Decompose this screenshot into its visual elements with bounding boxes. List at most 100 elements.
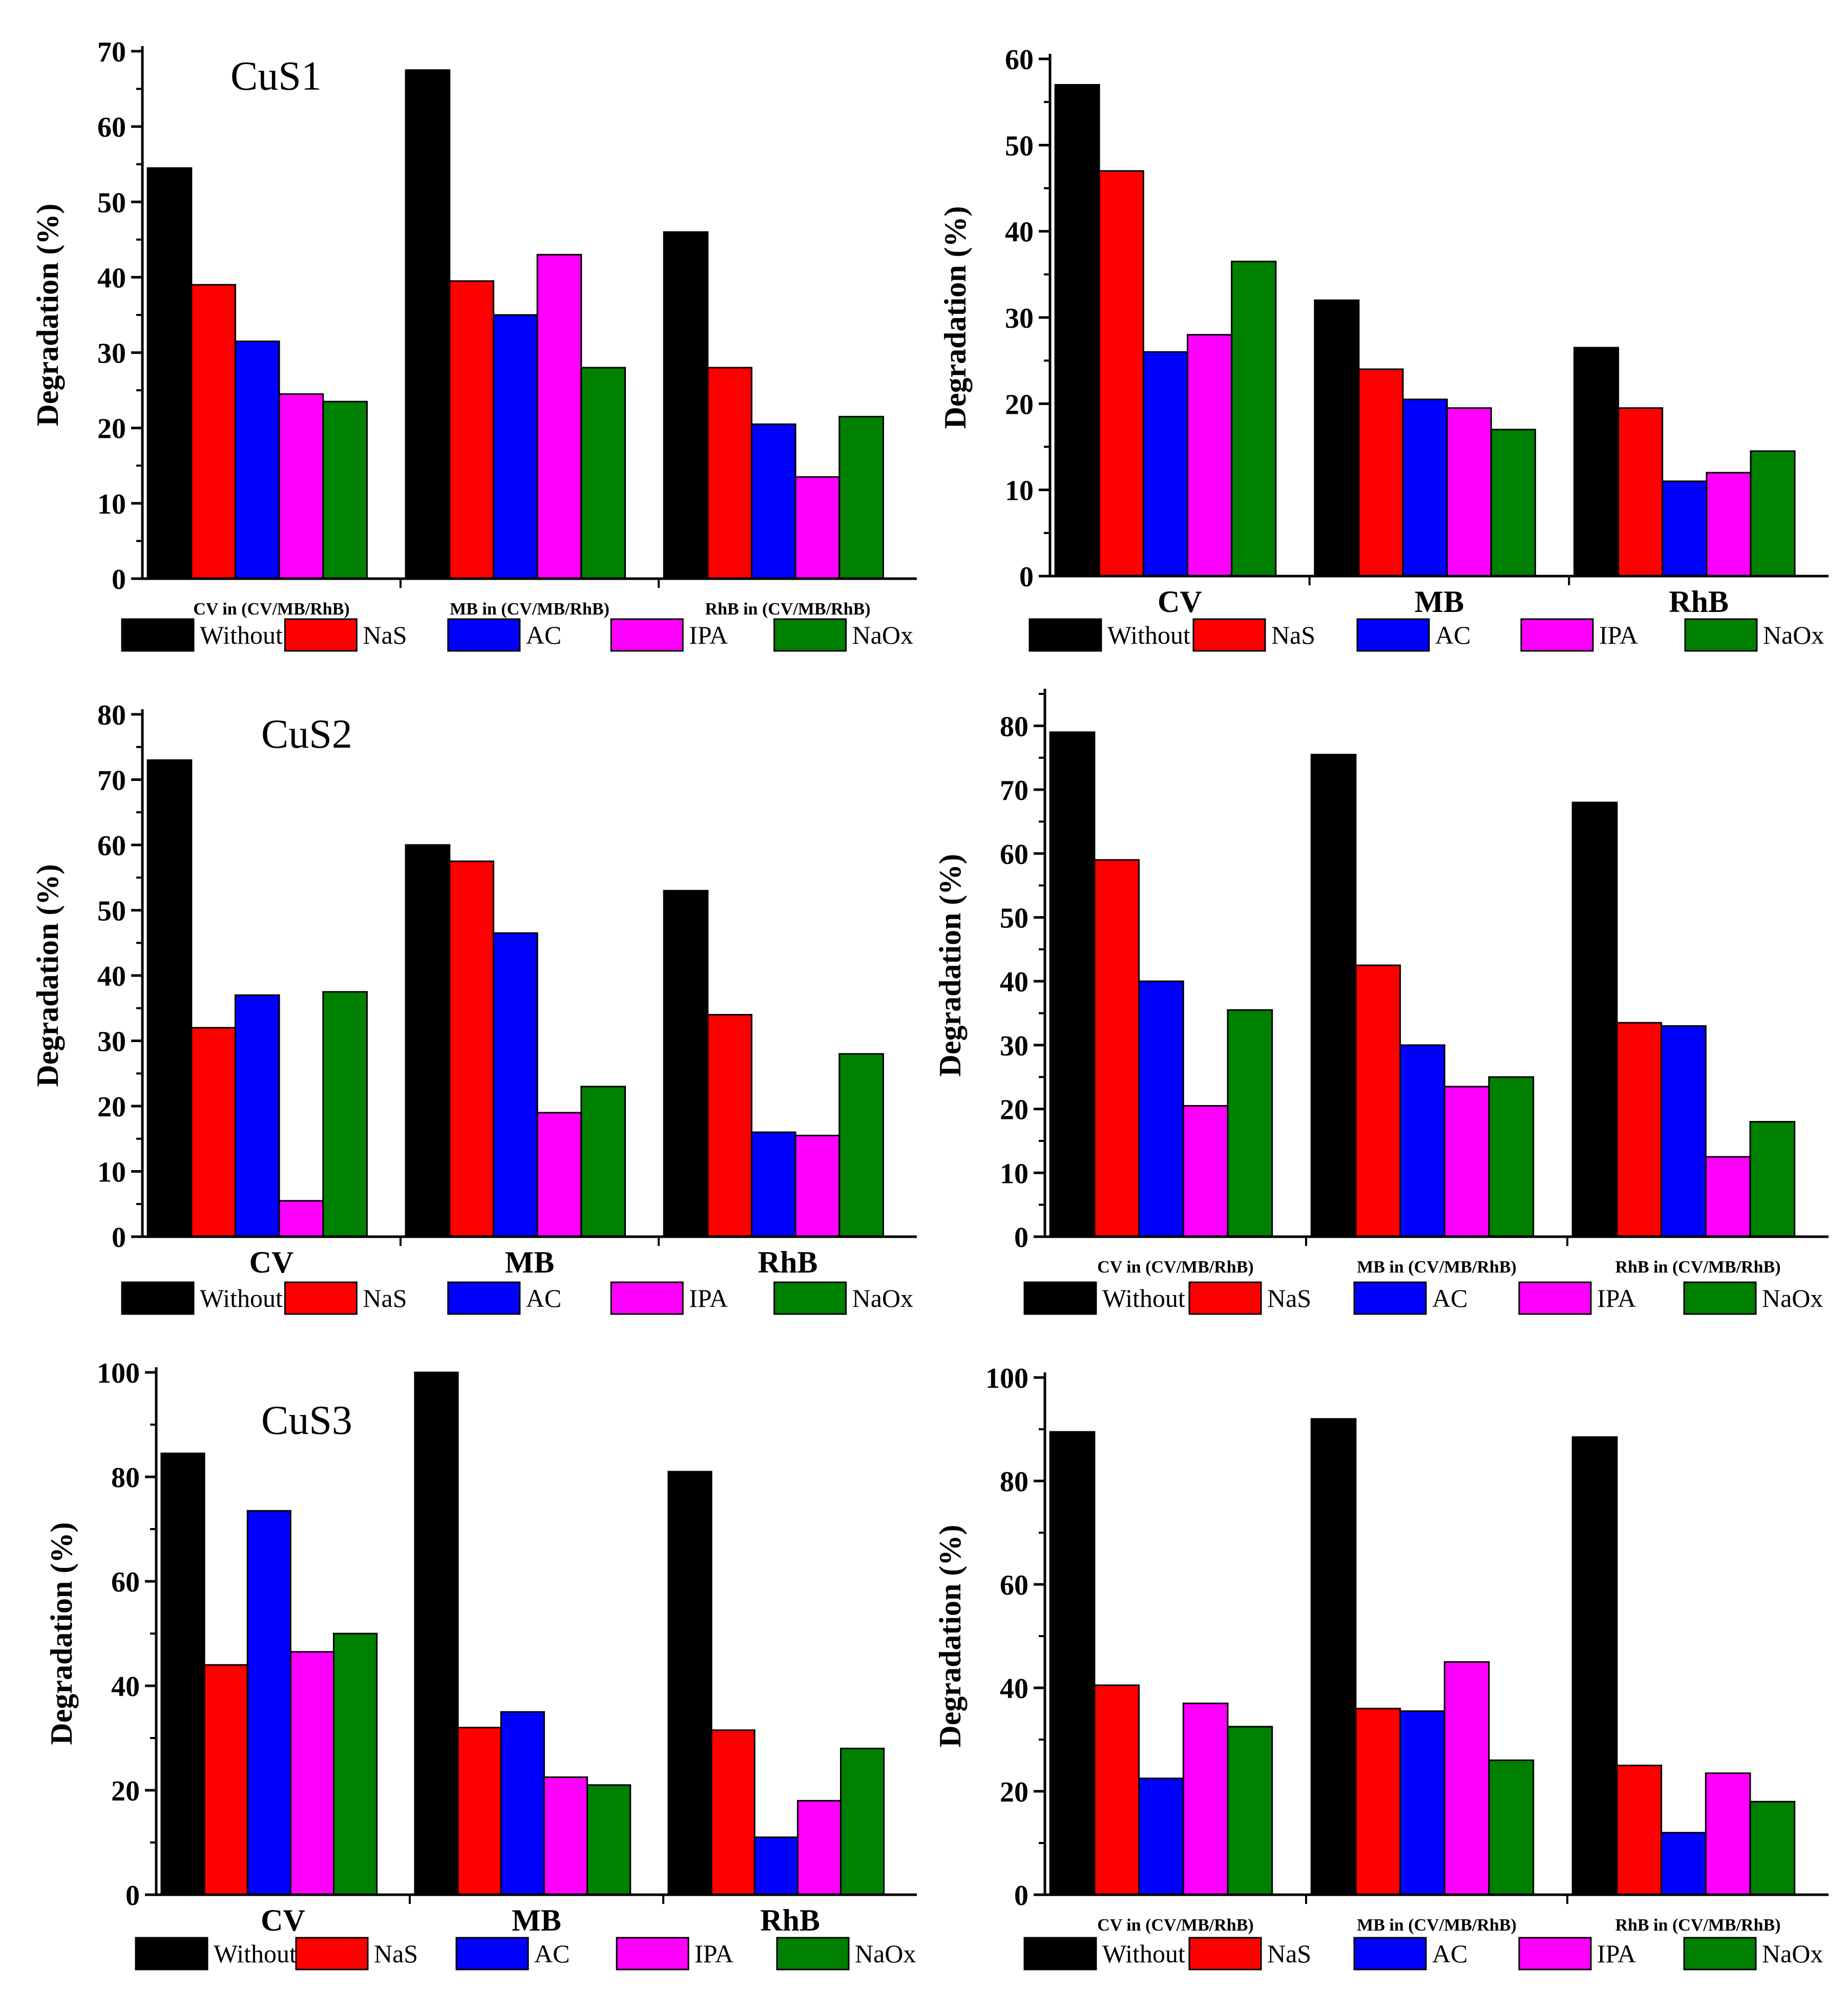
bar-naox-1	[1490, 429, 1536, 577]
y-tick-label: 100	[985, 1363, 1028, 1394]
bar-ac-1	[1399, 1710, 1445, 1896]
legend-swatch-ipa	[610, 618, 684, 652]
legend-label-without: Without	[214, 1939, 297, 1968]
bar-ipa-2	[1706, 472, 1752, 577]
bar-naox-1	[580, 1086, 626, 1238]
panel-title: CuS1	[230, 54, 322, 99]
bar-nas-1	[449, 860, 494, 1238]
legend-swatch-ipa	[616, 1937, 689, 1971]
bar-ac-2	[750, 1131, 796, 1238]
chart-panel-cus2-ternary: 0 10 20 30 40 50 60 70 80 CV in (CV/MB/RhB) MB in …	[933, 689, 1829, 1315]
bar-nas-2	[707, 367, 753, 580]
legend-swatch-without	[135, 1937, 208, 1971]
bar-ac-1	[492, 314, 538, 580]
bar-without-1	[405, 844, 451, 1238]
legend-label-ac: AC	[1432, 1939, 1467, 1968]
legend-swatch-nas	[1188, 1937, 1262, 1971]
y-tick-label: 70	[97, 36, 126, 68]
bar-ipa-0	[1182, 1105, 1229, 1238]
bar-ac-0	[1142, 351, 1188, 577]
bar-ac-0	[1138, 1777, 1184, 1896]
bar-nas-1	[1358, 368, 1404, 577]
bar-nas-2	[707, 1014, 753, 1238]
bar-without-1	[1310, 1418, 1357, 1896]
bar-naox-1	[1488, 1076, 1535, 1238]
y-tick-label: 0	[1014, 1880, 1028, 1912]
y-tick-label: 30	[97, 1026, 126, 1058]
legend-label-naox: NaOx	[852, 621, 913, 649]
legend-label-naox: NaOx	[1763, 621, 1824, 649]
legend-swatch-naox	[1684, 618, 1758, 652]
legend-swatch-ac	[1356, 618, 1430, 652]
legend-swatch-ac	[447, 1281, 521, 1315]
y-tick-label: 0	[112, 564, 126, 596]
bar-naox-0	[1231, 261, 1277, 577]
legend-label-nas: NaS	[363, 621, 407, 649]
y-tick-label: 50	[97, 187, 126, 219]
y-tick-label: 60	[111, 1566, 140, 1598]
bar-naox-2	[1749, 1801, 1796, 1896]
y-tick-label: 70	[97, 765, 126, 797]
legend-swatch-naox	[776, 1937, 850, 1971]
y-tick-label: 20	[1005, 389, 1034, 420]
y-tick-label: 0	[112, 1222, 126, 1254]
legend-swatch-nas	[1188, 1281, 1262, 1315]
y-tick-label: 10	[97, 1157, 126, 1189]
legend-label-naox: NaOx	[1762, 1939, 1823, 1968]
bar-without-1	[1310, 754, 1357, 1238]
y-tick-label: 40	[1005, 217, 1034, 248]
bar-naox-1	[580, 367, 626, 580]
y-axis-title: Degradation (%)	[933, 854, 967, 1077]
y-tick-label: 50	[97, 896, 126, 927]
bar-ac-1	[1402, 398, 1448, 577]
y-tick-label: 40	[97, 961, 126, 992]
bar-nas-2	[710, 1729, 755, 1896]
x-category-label: MB	[512, 1903, 561, 1937]
y-axis-title: Degradation (%)	[933, 1525, 967, 1748]
bar-without-2	[667, 1471, 712, 1896]
bar-without-2	[1571, 801, 1618, 1238]
y-tick-label: 60	[1000, 839, 1028, 871]
bar-nas-2	[1616, 1022, 1663, 1238]
bar-ac-0	[246, 1510, 291, 1896]
bar-ipa-1	[536, 1112, 582, 1238]
chart-panel-cus1-ternary: 0 10 20 30 40 50 60 70 CV in (CV/MB/RhB) MB in (C…	[31, 36, 917, 652]
bar-naox-0	[1227, 1009, 1273, 1238]
legend-label-ipa: IPA	[689, 621, 728, 649]
bar-nas-2	[1618, 407, 1664, 577]
legend-swatch-nas	[284, 1281, 358, 1315]
y-tick-label: 20	[111, 1775, 140, 1807]
legend: Without NaS AC IPA NaOx	[1023, 1937, 1823, 1971]
legend-label-nas: NaS	[1267, 1284, 1311, 1312]
bar-ipa-0	[1182, 1702, 1229, 1896]
panel-title: CuS2	[261, 712, 352, 757]
legend-swatch-ipa	[1520, 618, 1594, 652]
bar-ipa-1	[543, 1776, 589, 1896]
bar-without-1	[414, 1371, 459, 1896]
x-category-label: RhB	[1669, 585, 1729, 619]
bar-nas-0	[1094, 859, 1140, 1238]
bar-ipa-2	[1705, 1156, 1751, 1238]
bar-ipa-0	[1187, 334, 1233, 577]
y-tick-label: 80	[111, 1462, 140, 1494]
bar-ipa-1	[1443, 1086, 1490, 1238]
legend-label-without: Without	[1107, 621, 1190, 649]
y-tick-label: 40	[1000, 1673, 1028, 1705]
bar-ac-0	[234, 341, 280, 580]
y-tick-label: 60	[97, 830, 126, 862]
legend-label-nas: NaS	[1267, 1939, 1311, 1968]
bar-ipa-0	[278, 393, 324, 580]
legend-swatch-without	[1023, 1281, 1097, 1315]
bar-ac-2	[1661, 1025, 1707, 1238]
legend-label-ac: AC	[534, 1939, 570, 1968]
y-tick-label: 50	[1005, 130, 1034, 162]
chart-panel-cus2-single: 0 10 20 30 40 50 60 70 80 CV MB RhB Degradation (%) C…	[31, 700, 917, 1315]
legend-label-nas: NaS	[374, 1939, 418, 1968]
x-category-label: RhB	[760, 1903, 820, 1937]
legend-label-ac: AC	[1432, 1284, 1467, 1312]
bar-nas-0	[191, 1027, 236, 1238]
bar-naox-2	[1749, 1121, 1796, 1238]
y-tick-label: 60	[97, 112, 126, 143]
legend-label-naox: NaOx	[855, 1939, 916, 1968]
legend-label-naox: NaOx	[1762, 1284, 1823, 1312]
